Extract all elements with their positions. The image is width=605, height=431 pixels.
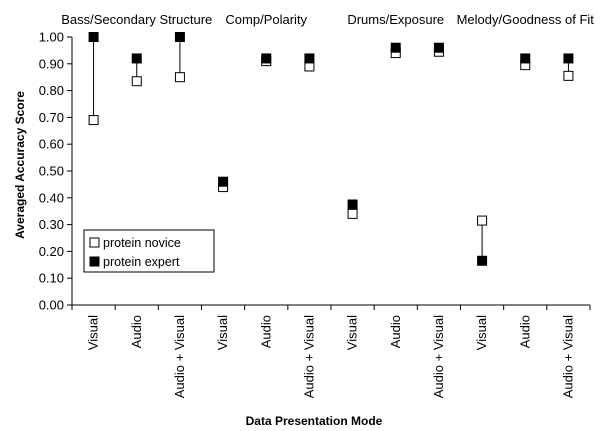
connector-lines <box>93 37 569 261</box>
y-tick-label: 0.20 <box>39 244 64 259</box>
expert-point <box>218 176 229 187</box>
x-category-label: Audio + Visual <box>172 315 187 398</box>
y-tick-label: 0.80 <box>39 83 64 98</box>
expert-point <box>261 53 272 64</box>
expert-point <box>347 199 358 210</box>
y-axis-title: Averaged Accuracy Score <box>13 91 27 239</box>
expert-point <box>477 255 488 266</box>
novice-point <box>88 115 99 126</box>
legend-novice-marker <box>89 237 100 248</box>
group-label: Drums/Exposure <box>347 12 444 27</box>
legend-box <box>83 229 215 273</box>
x-category-label: Audio + Visual <box>560 315 575 398</box>
x-category-label: Visual <box>86 315 101 350</box>
x-category-label: Visual <box>474 315 489 350</box>
novice-point <box>563 70 574 81</box>
group-labels: Bass/Secondary Structure Comp/Polarity Dru… <box>61 12 594 27</box>
expert-point <box>433 42 444 53</box>
novice-point <box>347 208 358 219</box>
y-tick-label: 0.30 <box>39 217 64 232</box>
group-label: Melody/Goodness of Fit <box>457 12 595 27</box>
x-category-label: Audio <box>129 315 144 348</box>
expert-point <box>131 53 142 64</box>
axes: 0.00 0.10 0.20 0.30 0.40 0.50 0.60 0.70 0.80 0.90… <box>39 30 591 398</box>
legend-entry-label: protein expert <box>103 255 180 269</box>
expert-point <box>174 32 185 42</box>
legend-entry-label: protein novice <box>103 236 181 250</box>
x-category-label: Visual <box>215 315 230 350</box>
y-tick-label: 0.40 <box>39 190 64 205</box>
expert-point <box>88 32 99 42</box>
data-markers <box>88 32 574 266</box>
group-label: Comp/Polarity <box>225 12 307 27</box>
expert-point <box>390 42 401 53</box>
x-axis-title: Data Presentation Mode <box>246 414 383 428</box>
x-category-label: Audio <box>258 315 273 348</box>
x-category-label: Audio <box>388 315 403 348</box>
legend: protein novice protein expert <box>83 229 215 273</box>
legend-expert-marker <box>89 256 100 267</box>
y-tick-label: 0.00 <box>39 298 64 313</box>
y-tick-label: 0.50 <box>39 164 64 179</box>
y-tick-label: 1.00 <box>39 30 64 45</box>
y-tick-label: 0.10 <box>39 271 64 286</box>
x-category-label: Audio + Visual <box>301 315 316 398</box>
novice-point <box>477 215 488 226</box>
novice-point <box>174 72 185 83</box>
y-tick-label: 0.60 <box>39 137 64 152</box>
group-label: Bass/Secondary Structure <box>61 12 212 27</box>
x-category-label: Audio <box>517 315 532 348</box>
expert-point <box>520 53 531 64</box>
x-category-label: Visual <box>345 315 360 350</box>
y-tick-label: 0.90 <box>39 56 64 71</box>
novice-point <box>131 76 142 87</box>
y-tick-label: 0.70 <box>39 110 64 125</box>
expert-point <box>563 53 574 64</box>
expert-point <box>304 53 315 64</box>
x-category-label: Audio + Visual <box>431 315 446 398</box>
